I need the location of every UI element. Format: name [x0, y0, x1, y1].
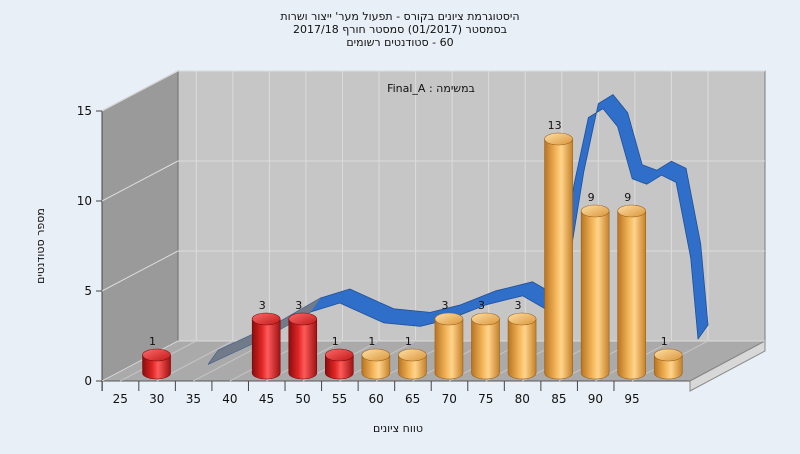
x-tick-label: 25: [113, 392, 128, 406]
bar: 3: [288, 299, 318, 380]
bar-value-label: 1: [661, 335, 668, 348]
y-tick-label: 5: [84, 284, 92, 298]
bar: 1: [361, 335, 391, 380]
bar-top: [617, 204, 647, 218]
bar-top: [398, 348, 427, 362]
y-tick-label: 0: [84, 374, 92, 388]
bar-body: [580, 210, 610, 380]
bar-value-label: 13: [548, 119, 562, 132]
x-tick-label: 30: [149, 392, 164, 406]
y-axis-label: מספר סטודנטים: [34, 208, 47, 284]
x-tick-label: 75: [478, 392, 493, 406]
left-wall: [101, 70, 179, 382]
bar-body: [653, 354, 683, 380]
bar-value-label: 1: [149, 335, 156, 348]
bar-value-label: 3: [295, 299, 302, 312]
bar-value-label: 9: [588, 191, 595, 204]
bar-top: [580, 204, 610, 218]
x-tick-label: 80: [515, 392, 530, 406]
bar-top: [251, 312, 281, 326]
bar-top: [288, 312, 318, 326]
chart-subtitle-line: בסמסטר (01/2017) סמסטר חורף 2017/18: [293, 23, 507, 36]
bar: 1: [398, 335, 427, 380]
x-tick-label: 95: [624, 392, 639, 406]
bar: 3: [471, 299, 500, 380]
bar-body: [471, 318, 500, 380]
bar-value-label: 1: [368, 335, 375, 348]
x-tick-label: 65: [405, 392, 420, 406]
bar-body: [288, 318, 318, 380]
bar-body: [434, 318, 464, 380]
bar: 1: [653, 335, 683, 380]
bar-value-label: 1: [405, 335, 412, 348]
bar-top: [361, 348, 391, 362]
bar-body: [617, 210, 646, 380]
bar-top: [544, 132, 573, 146]
bar: 13: [544, 119, 573, 380]
bar-top: [653, 348, 683, 362]
bar-body: [251, 318, 281, 380]
bar-body: [544, 138, 573, 380]
x-tick-label: 90: [588, 392, 603, 406]
chart-title-line: היסטוגרמת ציונים בקורס - תפעול מער' ייצו…: [280, 10, 520, 23]
chart-enrolled-line: 60 - סטודנטים רשומים: [346, 36, 454, 49]
bar-value-label: 9: [624, 191, 631, 204]
bar-body: [398, 354, 427, 380]
grid-line: [101, 160, 179, 202]
x-tick-label: 50: [295, 392, 310, 406]
grid-line: [101, 340, 179, 382]
bar: 9: [580, 191, 610, 380]
x-tick-label: 55: [332, 392, 347, 406]
bar: 9: [617, 191, 647, 380]
x-tick-label: 40: [222, 392, 237, 406]
bar-body: [142, 354, 171, 380]
chart-title: היסטוגרמת ציונים בקורס - תפעול מער' ייצו…: [0, 10, 800, 49]
x-tick-label: 70: [442, 392, 457, 406]
x-tick-label: 60: [368, 392, 383, 406]
inner-label: במשימה : Final_A: [387, 82, 475, 95]
bar: 1: [142, 335, 171, 380]
bar-value-label: 3: [515, 299, 522, 312]
x-axis-label: טווח ציונים: [373, 422, 423, 435]
x-tick-label: 85: [551, 392, 566, 406]
bar: 3: [507, 299, 537, 380]
bar: 1: [324, 335, 354, 380]
bar-top: [324, 348, 354, 362]
bar-top: [471, 312, 500, 326]
grid-line: [101, 250, 179, 292]
bar-body: [507, 318, 537, 380]
bar-body: [325, 354, 354, 380]
bar-value-label: 3: [441, 299, 448, 312]
x-tick-label: 45: [259, 392, 274, 406]
bar-body: [361, 354, 391, 380]
x-tick-label: 35: [186, 392, 201, 406]
bar-top: [507, 312, 537, 326]
bar-top: [434, 312, 464, 326]
right-edge: [689, 340, 766, 392]
y-tick-label: 10: [77, 194, 92, 208]
bar: 3: [251, 299, 281, 380]
axes: 0 5 10 15 25 30 35 40 45 50 55 60 65 70 75 80 85 90 95: [77, 104, 640, 406]
grid-line: [101, 70, 179, 112]
y-tick-label: 15: [77, 104, 92, 118]
bar: 3: [434, 299, 464, 380]
bar-value-label: 3: [478, 299, 485, 312]
bar-top: [142, 348, 171, 362]
bar-value-label: 3: [259, 299, 266, 312]
bar-value-label: 1: [332, 335, 339, 348]
